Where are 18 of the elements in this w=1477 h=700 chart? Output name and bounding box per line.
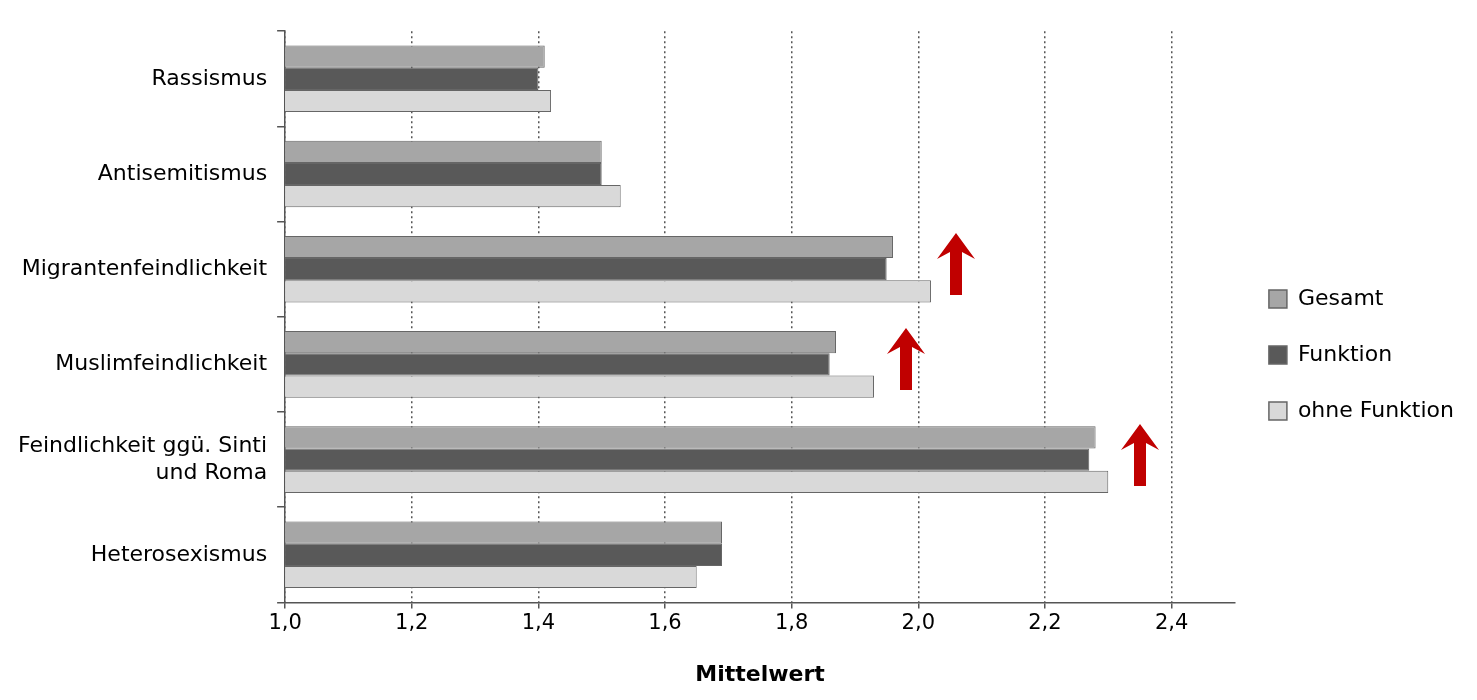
x-tick-label: 2,4	[1154, 610, 1189, 635]
x-tick-label: 2,0	[901, 610, 936, 635]
x-tick-label: 1,4	[521, 610, 556, 635]
y-tick-label: Feindlichkeit ggü. Sinti und Roma	[17, 432, 268, 484]
legend-label: Funktion	[1297, 340, 1393, 366]
x-tick-label: 2,2	[1028, 610, 1062, 635]
y-tick-label: Rassismus	[151, 64, 268, 90]
x-tick-label: 1,0	[268, 610, 302, 635]
x-axis-title: Mittelwert	[695, 660, 826, 686]
x-tick-label: 1,6	[648, 610, 682, 635]
y-tick-label: Muslimfeindlichkeit	[55, 350, 268, 376]
y-tick-label: Antisemitismus	[97, 159, 268, 185]
y-tick-label: Heterosexismus	[90, 540, 268, 566]
legend-label: ohne Funktion	[1297, 396, 1455, 422]
x-tick-label: 1,8	[774, 610, 809, 635]
y-tick-label: Migrantenfeindlichkeit	[21, 254, 268, 280]
legend-label: Gesamt	[1297, 284, 1384, 310]
x-tick-label: 1,2	[395, 610, 429, 635]
